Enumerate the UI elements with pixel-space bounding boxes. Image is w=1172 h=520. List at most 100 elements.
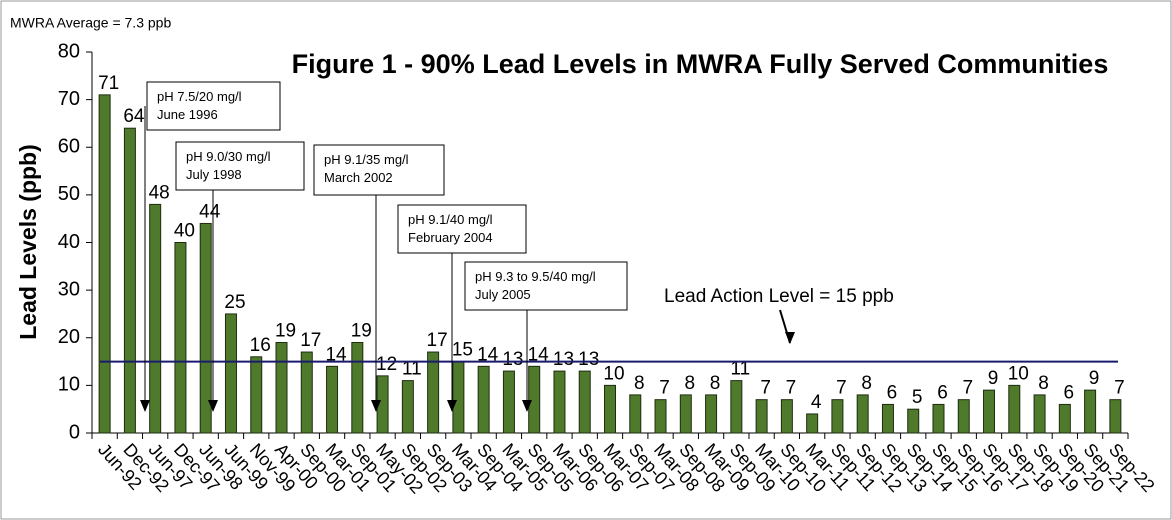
- value-label: 16: [250, 335, 271, 356]
- annotation-box: [313, 144, 445, 196]
- bar: [1058, 403, 1071, 434]
- bar: [654, 399, 667, 434]
- annotation-box: [397, 204, 527, 254]
- y-tick-label: 70: [58, 88, 80, 110]
- value-label: 13: [553, 349, 574, 370]
- y-tick-label: 60: [58, 136, 80, 158]
- bar: [502, 370, 515, 434]
- y-tick-label: 20: [58, 326, 80, 348]
- annotation-text: June 1996: [157, 107, 218, 122]
- value-label: 14: [325, 344, 347, 365]
- bar: [604, 384, 616, 434]
- value-label: 8: [634, 373, 645, 394]
- bar: [351, 342, 364, 434]
- bar: [123, 127, 136, 434]
- bar: [755, 399, 768, 434]
- value-label: 10: [603, 363, 624, 384]
- bar: [553, 370, 566, 434]
- bar: [730, 380, 743, 434]
- bar: [427, 351, 440, 434]
- value-label: 7: [659, 378, 670, 399]
- value-label: 25: [224, 292, 245, 313]
- bar: [401, 380, 414, 434]
- value-label: 11: [730, 359, 750, 380]
- bar: [780, 399, 793, 434]
- value-label: 9: [1089, 368, 1100, 389]
- annotation-text: pH 9.0/30 mg/l: [186, 149, 271, 164]
- value-label: 19: [351, 321, 372, 342]
- bar: [300, 351, 313, 434]
- bar: [477, 365, 490, 434]
- y-tick-label: 10: [58, 374, 80, 396]
- value-label: 48: [149, 182, 170, 203]
- value-label: 17: [300, 330, 321, 351]
- value-label: 7: [836, 378, 847, 399]
- bar: [250, 356, 263, 434]
- bar: [199, 222, 212, 434]
- subtitle: MWRA Average = 7.3 ppb: [10, 15, 171, 31]
- bar: [528, 365, 541, 434]
- value-label: 11: [402, 359, 422, 380]
- value-label: 10: [1008, 363, 1029, 384]
- annotation-box: [146, 81, 281, 131]
- value-label: 64: [123, 106, 145, 127]
- y-tick-label: 40: [58, 231, 80, 253]
- value-label: 13: [578, 349, 599, 370]
- bar: [856, 394, 869, 434]
- value-label: 6: [1064, 382, 1075, 403]
- bar: [452, 361, 465, 434]
- value-label: 4: [811, 392, 822, 413]
- bar: [326, 365, 339, 434]
- bar: [1008, 384, 1021, 434]
- annotation-text: February 2004: [408, 230, 493, 245]
- value-label: 13: [502, 349, 523, 370]
- annotation-text: July 1998: [186, 167, 242, 182]
- bar: [224, 313, 237, 434]
- annotation-text: pH 9.3 to 9.5/40 mg/l: [475, 269, 596, 284]
- bar: [806, 413, 819, 434]
- bar: [174, 242, 187, 434]
- annotation-box: [464, 261, 628, 311]
- bar: [1109, 399, 1122, 434]
- y-tick-label: 0: [69, 421, 80, 443]
- annotation-text: July 2005: [475, 287, 531, 302]
- value-label: 71: [98, 73, 119, 94]
- value-label: 5: [912, 387, 923, 408]
- annotation-text: pH 9.1/40 mg/l: [408, 212, 493, 227]
- value-label: 14: [477, 344, 499, 365]
- value-label: 7: [786, 378, 797, 399]
- value-label: 8: [1038, 373, 1049, 394]
- bar: [932, 403, 945, 434]
- bar: [629, 394, 642, 434]
- bar: [578, 370, 591, 434]
- value-label: 40: [174, 221, 195, 242]
- annotation-text: pH 7.5/20 mg/l: [157, 89, 242, 104]
- value-label: 9: [988, 368, 999, 389]
- bar: [831, 399, 844, 434]
- value-label: 17: [427, 330, 448, 351]
- reference-label: Lead Action Level = 15 ppb: [664, 286, 894, 307]
- value-label: 8: [685, 373, 696, 394]
- value-label: 8: [710, 373, 721, 394]
- bar: [705, 394, 718, 434]
- bar: [98, 94, 111, 434]
- value-label: 8: [861, 373, 872, 394]
- value-label: 15: [452, 340, 473, 361]
- annotation-text: pH 9.1/35 mg/l: [324, 152, 409, 167]
- y-tick-label: 50: [58, 183, 80, 205]
- value-label: 7: [1114, 378, 1125, 399]
- bar: [907, 408, 920, 434]
- value-label: 19: [275, 321, 296, 342]
- value-label: 12: [376, 354, 397, 375]
- bar: [1084, 389, 1097, 434]
- reference-arrow: [779, 309, 795, 344]
- bar: [983, 389, 996, 434]
- bar: [881, 403, 894, 434]
- bar: [275, 342, 288, 434]
- value-label: 7: [760, 378, 771, 399]
- annotation-text: March 2002: [324, 170, 393, 185]
- y-tick-label: 80: [58, 40, 80, 62]
- y-tick-label: 30: [58, 278, 80, 300]
- bar: [376, 375, 389, 434]
- y-axis-label: Lead Levels (ppb): [15, 144, 41, 340]
